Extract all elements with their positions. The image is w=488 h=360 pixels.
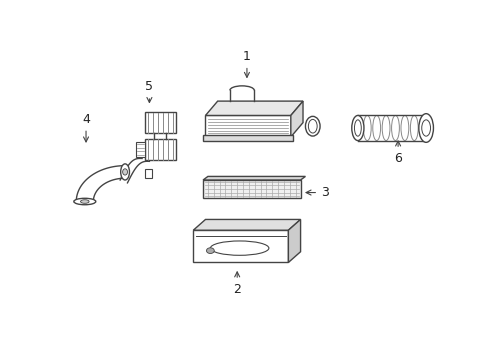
Polygon shape <box>203 135 293 140</box>
Circle shape <box>206 248 214 253</box>
Polygon shape <box>203 176 305 180</box>
Polygon shape <box>144 139 176 160</box>
Ellipse shape <box>305 116 320 136</box>
Ellipse shape <box>74 198 96 205</box>
Polygon shape <box>193 220 300 230</box>
Ellipse shape <box>351 116 363 140</box>
Text: 3: 3 <box>305 186 328 199</box>
Polygon shape <box>205 101 303 116</box>
Polygon shape <box>205 116 290 137</box>
Polygon shape <box>203 180 300 198</box>
Text: 4: 4 <box>82 113 90 142</box>
Ellipse shape <box>121 164 129 180</box>
Text: 6: 6 <box>393 141 401 165</box>
Polygon shape <box>136 142 144 157</box>
Polygon shape <box>144 112 176 134</box>
Ellipse shape <box>308 120 317 133</box>
Ellipse shape <box>81 200 89 203</box>
Ellipse shape <box>122 169 127 175</box>
Polygon shape <box>144 169 152 178</box>
Ellipse shape <box>210 241 268 255</box>
Ellipse shape <box>418 114 432 142</box>
Ellipse shape <box>354 120 361 136</box>
Polygon shape <box>76 166 125 202</box>
Text: 5: 5 <box>145 80 153 103</box>
Polygon shape <box>288 220 300 262</box>
Polygon shape <box>193 230 288 262</box>
Ellipse shape <box>421 120 429 136</box>
Polygon shape <box>290 101 303 137</box>
Text: 1: 1 <box>243 50 250 77</box>
Text: 2: 2 <box>233 272 241 296</box>
